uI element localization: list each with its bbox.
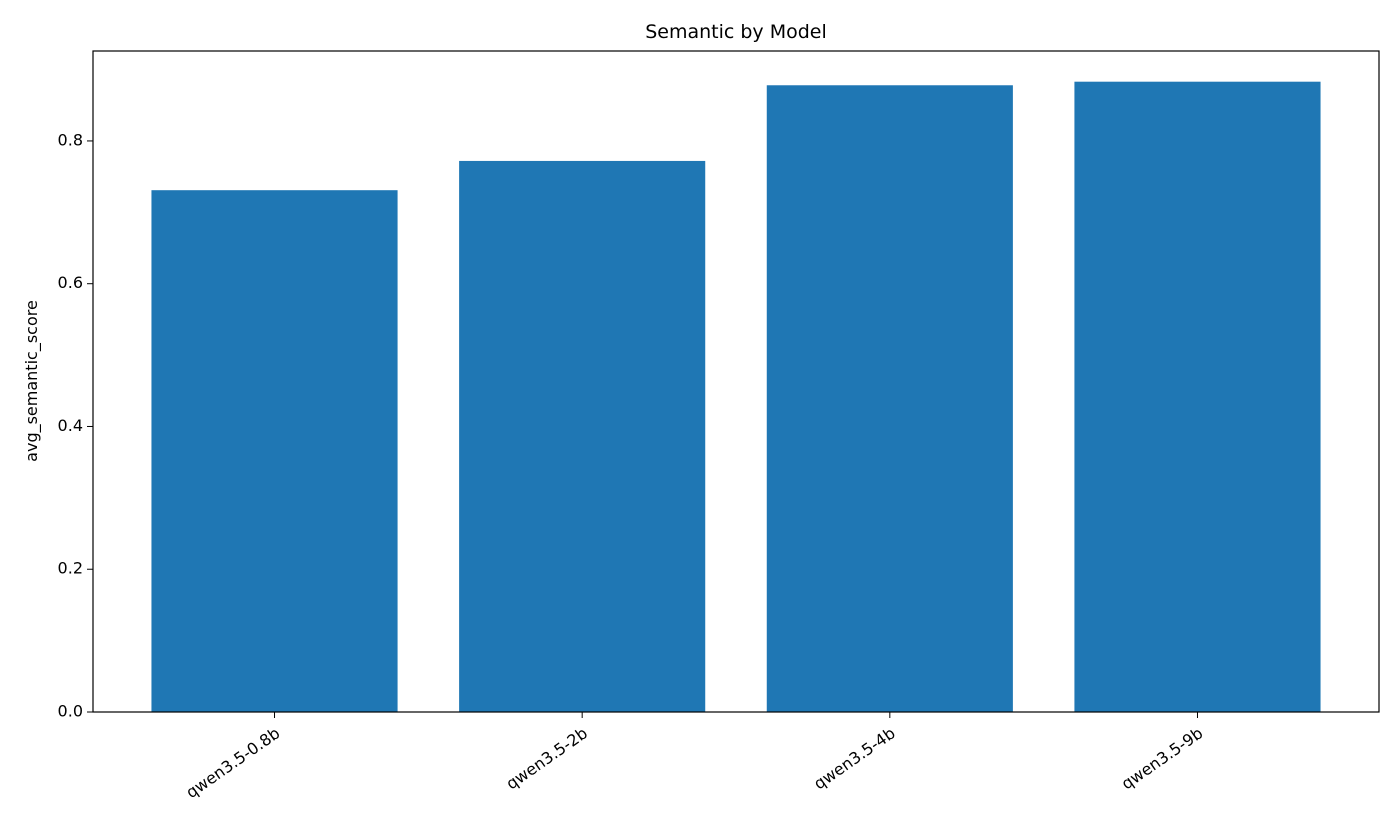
bar <box>459 160 706 713</box>
y-tick-label: 0.2 <box>58 559 83 578</box>
y-tick-label: 0.8 <box>58 130 83 149</box>
bar <box>1074 81 1321 712</box>
bar <box>766 85 1013 713</box>
plot-frame <box>92 50 1380 713</box>
x-tick-label: qwen3.5-9b <box>1118 723 1207 793</box>
y-tick-label: 0.4 <box>58 416 83 435</box>
x-tick-label: qwen3.5-4b <box>810 723 899 793</box>
bar <box>151 190 398 713</box>
x-tick-label: qwen3.5-2b <box>503 723 592 793</box>
x-tick-label: qwen3.5-0.8b <box>182 723 283 802</box>
y-axis-label: avg_semantic_score <box>22 300 42 462</box>
y-tick-label: 0.6 <box>58 273 83 292</box>
chart-title: Semantic by Model <box>645 21 827 43</box>
y-tick-label: 0.0 <box>58 702 83 721</box>
